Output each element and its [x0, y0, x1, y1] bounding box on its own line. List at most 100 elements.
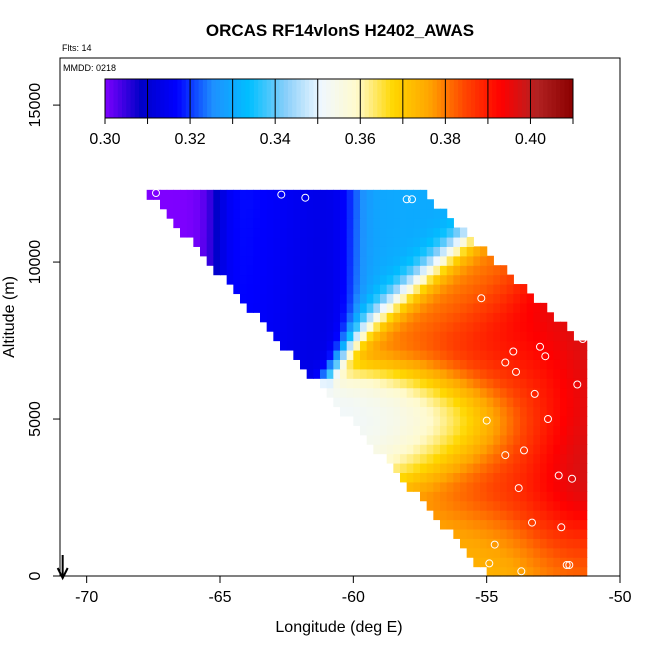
heatmap-cell: [373, 387, 381, 398]
heatmap-cell: [546, 312, 554, 323]
colorbar-segment: [543, 79, 548, 118]
heatmap-cell: [340, 284, 348, 295]
heatmap-cell: [546, 491, 554, 502]
heatmap-cell: [353, 387, 361, 398]
heatmap-cell: [486, 387, 494, 398]
colorbar-segment: [317, 79, 323, 118]
heatmap-cell: [533, 415, 541, 426]
colorbar-segment: [151, 79, 157, 118]
heatmap-cell: [580, 453, 588, 464]
heatmap-cell: [453, 349, 461, 360]
heatmap-cell: [253, 199, 261, 210]
heatmap-cell: [293, 284, 301, 295]
heatmap-cell: [380, 387, 388, 398]
heatmap-cell: [553, 472, 561, 483]
heatmap-cell: [520, 349, 528, 360]
heatmap-cell: [306, 312, 314, 323]
colorbar-segment: [168, 79, 174, 118]
heatmap-cell: [426, 246, 434, 257]
heatmap-cell: [200, 189, 208, 200]
heatmap-cell: [453, 510, 461, 521]
heatmap-cell: [573, 397, 581, 408]
heatmap-cell: [353, 199, 361, 210]
heatmap-cell: [580, 500, 588, 511]
heatmap-cell: [460, 406, 468, 417]
heatmap-cell: [353, 227, 361, 238]
heatmap-cell: [546, 387, 554, 398]
heatmap-cell: [460, 359, 468, 370]
heatmap-cell: [160, 189, 168, 200]
heatmap-cell: [506, 519, 514, 530]
colorbar-segment: [509, 79, 514, 118]
heatmap-cell: [520, 302, 528, 313]
heatmap-cell: [553, 491, 561, 502]
heatmap-cell: [333, 397, 341, 408]
heatmap-cell: [480, 246, 488, 257]
heatmap-cell: [426, 368, 434, 379]
heatmap-cell: [186, 227, 194, 238]
heatmap-cell: [533, 510, 541, 521]
heatmap-cell: [453, 368, 461, 379]
heatmap-cell: [453, 331, 461, 342]
heatmap-cell: [486, 566, 494, 577]
heatmap-cell: [380, 340, 388, 351]
heatmap-cell: [460, 274, 468, 285]
heatmap-cell: [306, 218, 314, 229]
heatmap-cell: [393, 236, 401, 247]
heatmap-cell: [393, 453, 401, 464]
heatmap-cell: [513, 444, 521, 455]
heatmap-cell: [426, 302, 434, 313]
heatmap-cell: [426, 397, 434, 408]
heatmap-cell: [233, 208, 241, 219]
heatmap-cell: [180, 208, 188, 219]
heatmap-cell: [393, 359, 401, 370]
heatmap-cell: [500, 472, 508, 483]
heatmap-cell: [373, 312, 381, 323]
heatmap-cell: [480, 510, 488, 521]
heatmap-cell: [386, 246, 394, 257]
heatmap-cell: [446, 387, 454, 398]
heatmap-cell: [466, 547, 474, 558]
heatmap-cell: [460, 519, 468, 530]
heatmap-cell: [400, 208, 408, 219]
heatmap-cell: [566, 387, 574, 398]
colorbar-segment: [364, 79, 370, 118]
heatmap-cell: [533, 566, 541, 577]
heatmap-cell: [440, 415, 448, 426]
heatmap-cell: [540, 444, 548, 455]
heatmap-cell: [420, 425, 428, 436]
heatmap-cell: [400, 227, 408, 238]
heatmap-cell: [393, 312, 401, 323]
heatmap-cell: [433, 462, 441, 473]
heatmap-cell: [433, 312, 441, 323]
heatmap-cell: [580, 415, 588, 426]
heatmap-cell: [493, 453, 501, 464]
heatmap-cell: [406, 321, 414, 332]
heatmap-cell: [506, 378, 514, 389]
heatmap-cell: [420, 208, 428, 219]
heatmap-cell: [373, 255, 381, 266]
heatmap-cell: [440, 491, 448, 502]
heatmap-cell: [240, 227, 248, 238]
heatmap-cell: [346, 397, 354, 408]
y-tick-label: 5000: [27, 401, 44, 437]
heatmap-cell: [386, 368, 394, 379]
heatmap-cell: [506, 547, 514, 558]
heatmap-cell: [480, 462, 488, 473]
heatmap-cell: [366, 368, 374, 379]
heatmap-cell: [306, 227, 314, 238]
heatmap-cell: [260, 189, 268, 200]
heatmap-cell: [280, 331, 288, 342]
colorbar-segment: [415, 79, 421, 118]
sample-point: [554, 471, 563, 480]
heatmap-cell: [500, 566, 508, 577]
heatmap-cell: [373, 293, 381, 304]
heatmap-cell: [446, 519, 454, 530]
heatmap-cell: [480, 491, 488, 502]
heatmap-cell: [473, 397, 481, 408]
heatmap-cell: [493, 538, 501, 549]
heatmap-cell: [346, 349, 354, 360]
heatmap-cell: [533, 331, 541, 342]
heatmap-cell: [380, 218, 388, 229]
sample-point: [490, 540, 499, 549]
